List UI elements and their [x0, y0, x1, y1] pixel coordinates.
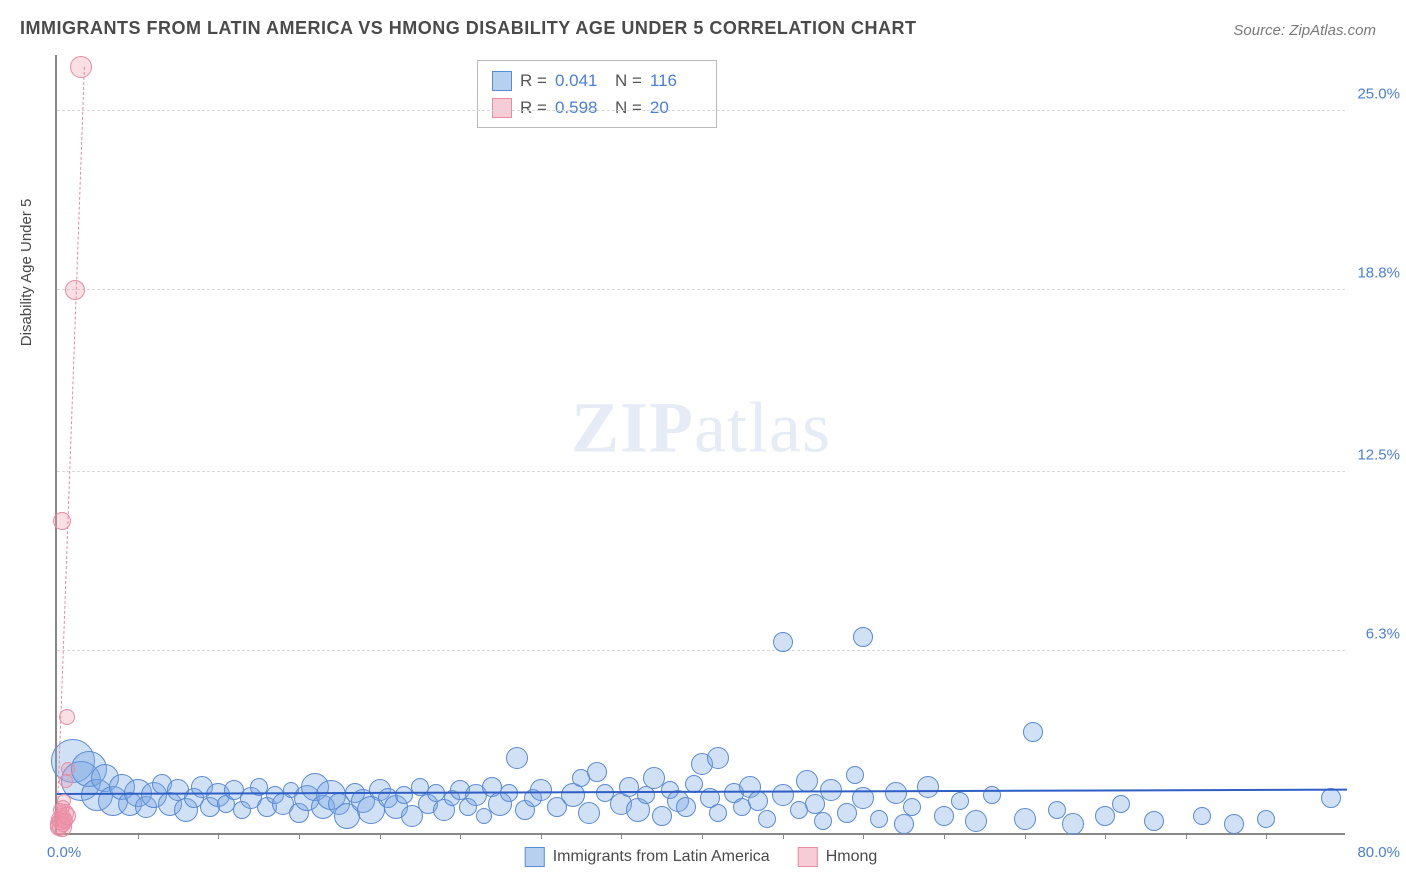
y-tick-label: 25.0% [1350, 85, 1400, 102]
latin-point [506, 747, 528, 769]
legend-swatch [525, 847, 545, 867]
latin-point [917, 776, 939, 798]
latin-point [951, 792, 969, 810]
legend-label: Hmong [826, 848, 878, 866]
latin-point [707, 747, 729, 769]
correlation-legend: R = 0.041 N = 116 R = 0.598 N = 20 [477, 60, 717, 128]
x-tick-mark [138, 833, 139, 839]
n-value: 116 [650, 67, 702, 94]
gridline-h [57, 471, 1345, 472]
latin-point [965, 810, 987, 832]
latin-point [748, 791, 768, 811]
latin-point [934, 806, 954, 826]
latin-point [676, 797, 696, 817]
r-label: R = [520, 94, 547, 121]
legend-stat-row: R = 0.598 N = 20 [492, 94, 702, 121]
y-tick-label: 12.5% [1350, 446, 1400, 463]
latin-point [1321, 788, 1341, 808]
hmong-point [70, 56, 92, 78]
latin-point [1062, 813, 1084, 835]
r-value: 0.598 [555, 94, 607, 121]
latin-point [709, 804, 727, 822]
latin-point [1193, 807, 1211, 825]
legend-swatch [492, 98, 512, 118]
latin-point [796, 770, 818, 792]
x-tick-mark [1186, 833, 1187, 839]
x-tick-mark [541, 833, 542, 839]
n-label: N = [615, 67, 642, 94]
gridline-h [57, 650, 1345, 651]
x-tick-mark [783, 833, 784, 839]
watermark: ZIPatlas [571, 387, 831, 470]
latin-point [395, 786, 413, 804]
latin-point [652, 806, 672, 826]
chart-plot-area: ZIPatlas R = 0.041 N = 116R = 0.598 N = 20 0.0… [55, 55, 1345, 835]
x-tick-mark [218, 833, 219, 839]
latin-point [894, 814, 914, 834]
r-value: 0.041 [555, 67, 607, 94]
latin-point [758, 810, 776, 828]
legend-swatch [798, 847, 818, 867]
x-axis-min-label: 0.0% [47, 844, 81, 861]
source-attribution: Source: ZipAtlas.com [1233, 22, 1376, 39]
latin-point [1112, 795, 1130, 813]
latin-point [1014, 808, 1036, 830]
latin-point [1048, 801, 1066, 819]
hmong-point [58, 807, 76, 825]
latin-point [1224, 814, 1244, 834]
latin-point [814, 812, 832, 830]
latin-point [1257, 810, 1275, 828]
y-tick-label: 6.3% [1350, 626, 1400, 643]
source-name: ZipAtlas.com [1289, 22, 1376, 39]
latin-point [1023, 722, 1043, 742]
x-tick-mark [944, 833, 945, 839]
legend-item: Immigrants from Latin America [525, 847, 770, 867]
legend-swatch [492, 71, 512, 91]
latin-point [587, 762, 607, 782]
latin-point [1095, 806, 1115, 826]
source-prefix: Source: [1233, 22, 1289, 39]
n-value: 20 [650, 94, 702, 121]
x-tick-mark [863, 833, 864, 839]
latin-point [578, 802, 600, 824]
watermark-rest: atlas [694, 388, 831, 468]
chart-title: IMMIGRANTS FROM LATIN AMERICA VS HMONG D… [20, 18, 917, 39]
hmong-point [61, 762, 75, 776]
latin-point [853, 627, 873, 647]
latin-point [772, 784, 794, 806]
n-label: N = [615, 94, 642, 121]
watermark-bold: ZIP [571, 388, 694, 468]
x-axis-max-label: 80.0% [1357, 844, 1400, 861]
latin-point [530, 779, 552, 801]
x-tick-mark [460, 833, 461, 839]
latin-point [870, 810, 888, 828]
latin-point [773, 632, 793, 652]
latin-point [885, 782, 907, 804]
latin-point [846, 766, 864, 784]
y-tick-label: 18.8% [1350, 264, 1400, 281]
latin-point [637, 786, 655, 804]
x-tick-mark [299, 833, 300, 839]
latin-point [837, 803, 857, 823]
gridline-h [57, 289, 1345, 290]
latin-point [1144, 811, 1164, 831]
latin-point [805, 794, 825, 814]
latin-point [903, 798, 921, 816]
legend-item: Hmong [798, 847, 878, 867]
x-tick-mark [702, 833, 703, 839]
x-tick-mark [1105, 833, 1106, 839]
x-tick-mark [380, 833, 381, 839]
r-label: R = [520, 67, 547, 94]
x-tick-mark [1025, 833, 1026, 839]
legend-label: Immigrants from Latin America [553, 848, 770, 866]
legend-stat-row: R = 0.041 N = 116 [492, 67, 702, 94]
y-axis-label: Disability Age Under 5 [18, 199, 35, 347]
gridline-h [57, 110, 1345, 111]
series-legend: Immigrants from Latin America Hmong [525, 847, 878, 867]
x-tick-mark [621, 833, 622, 839]
x-tick-mark [1266, 833, 1267, 839]
